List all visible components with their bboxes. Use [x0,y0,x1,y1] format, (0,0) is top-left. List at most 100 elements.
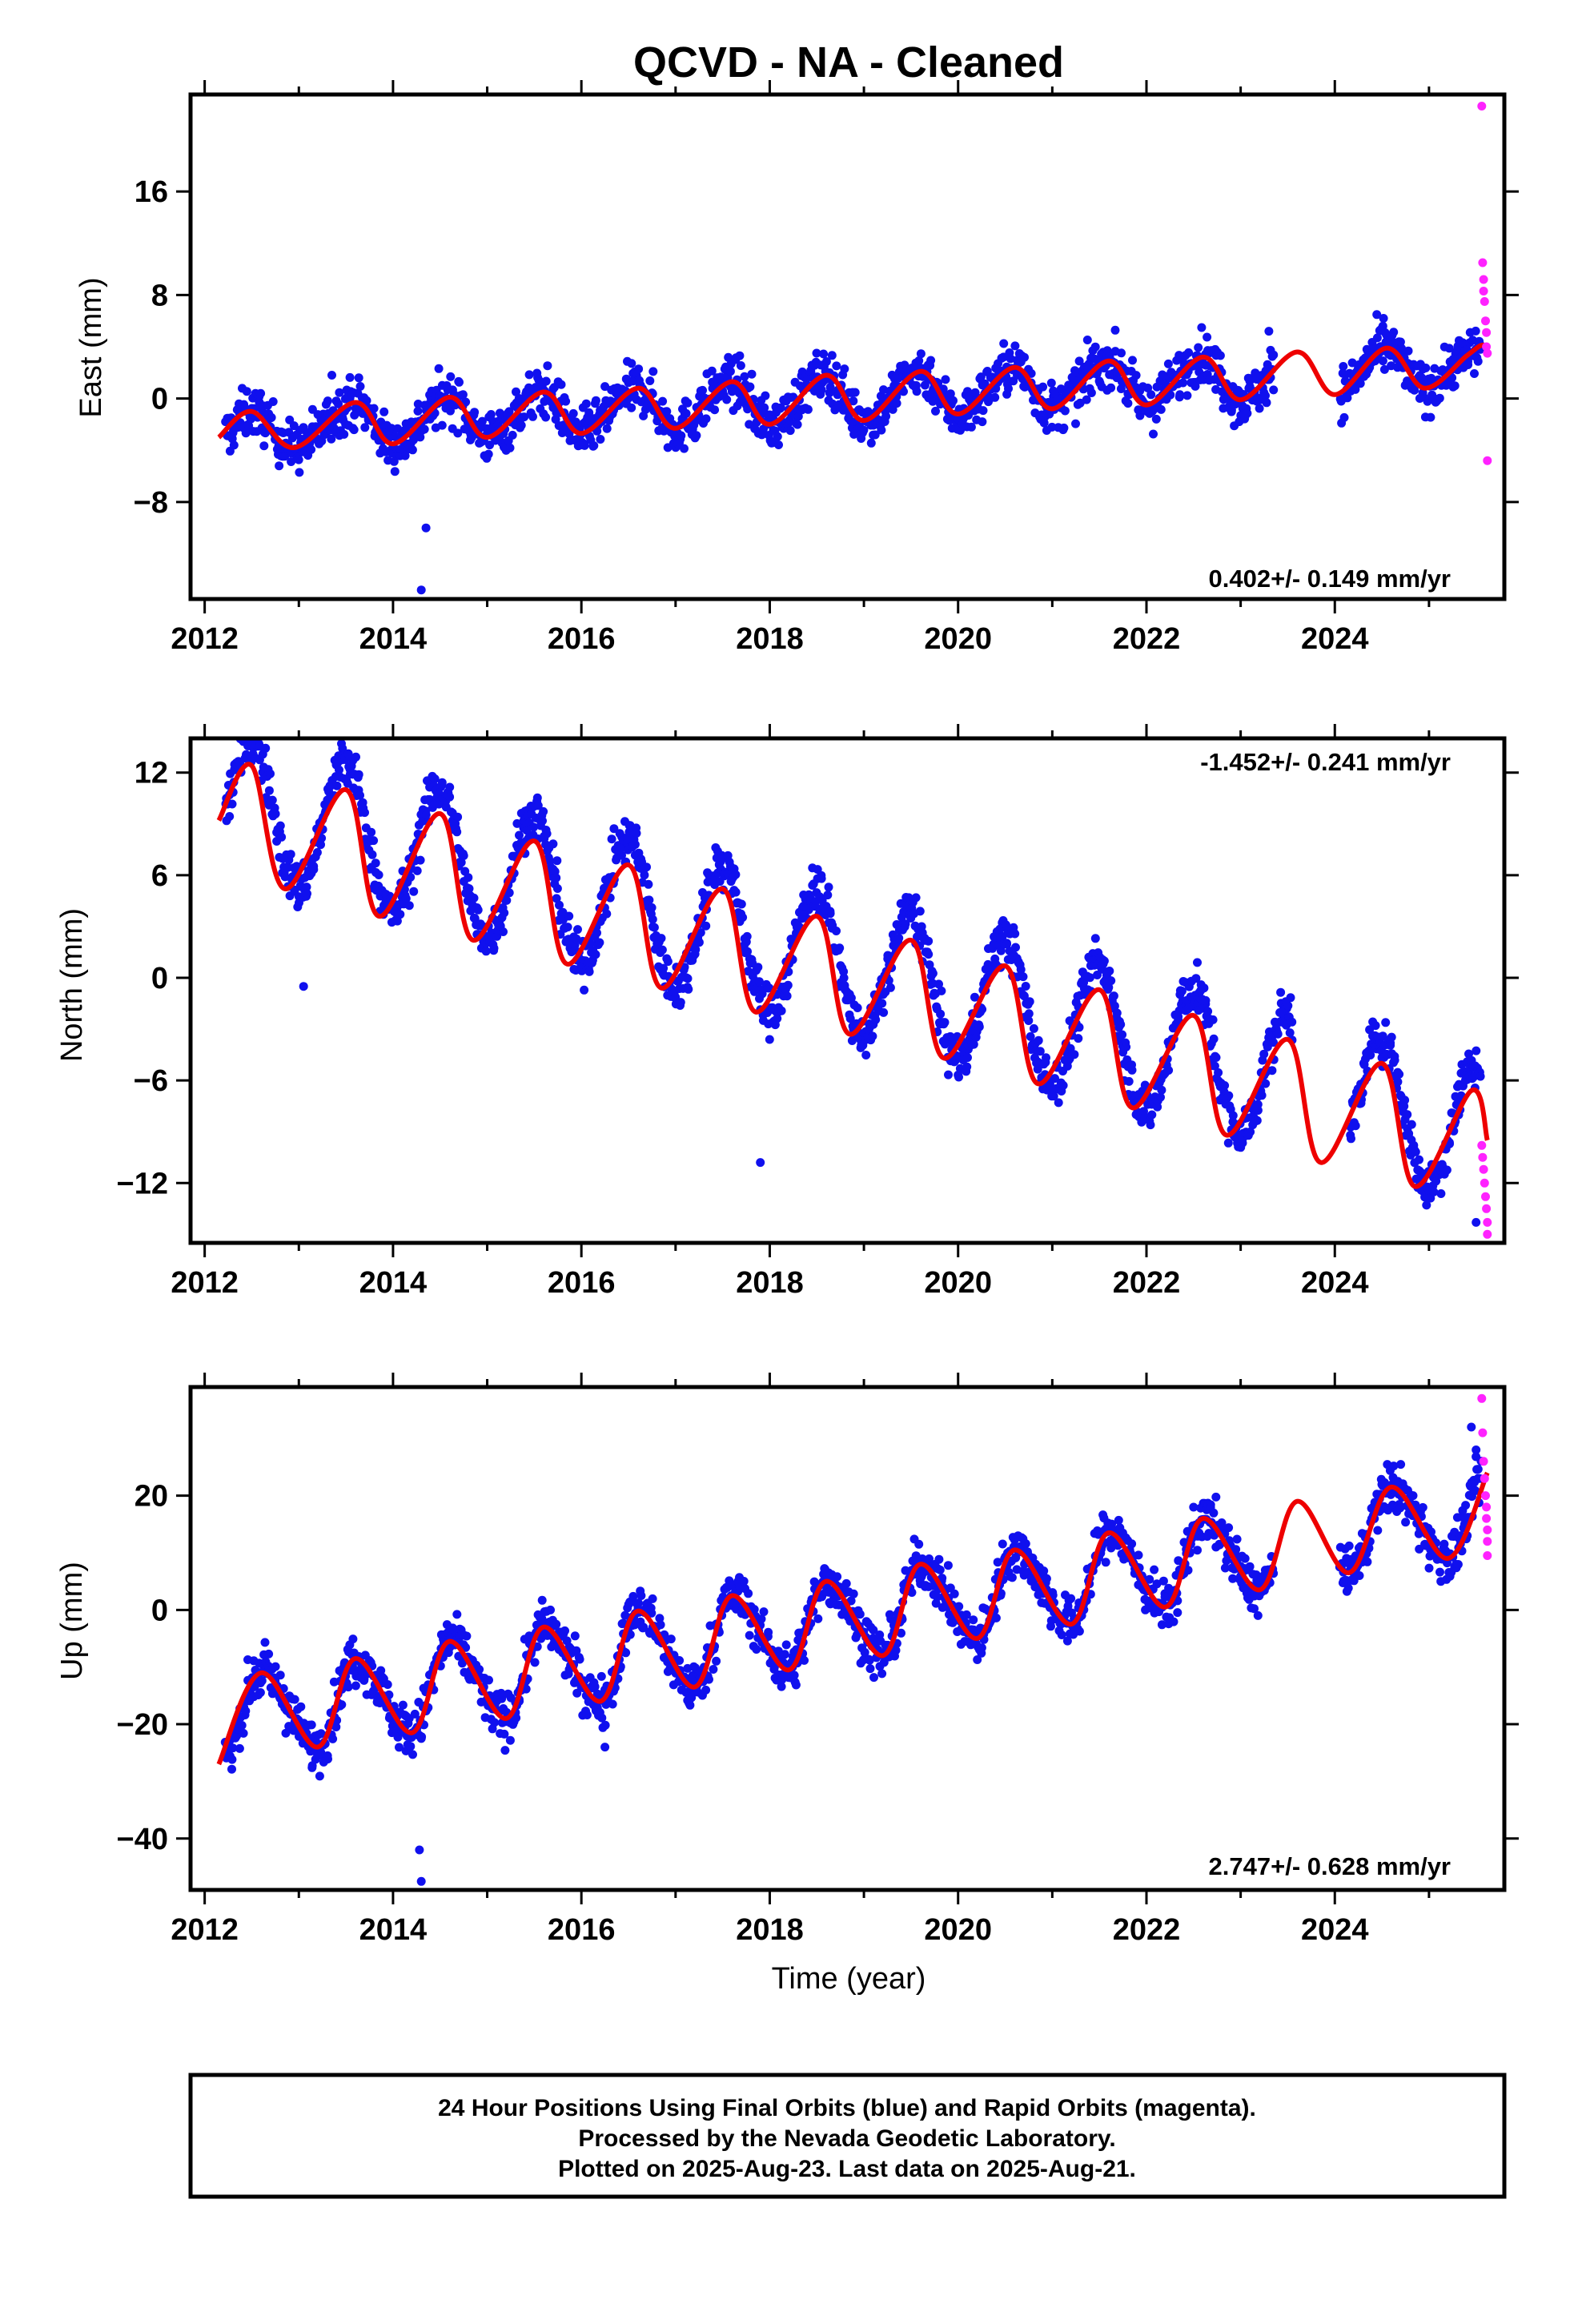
east-final-point [1355,379,1365,388]
east-final-point [408,445,417,455]
north-final-point [1002,920,1010,930]
north-final-point [266,769,275,778]
east-final-point [339,429,349,439]
north-final-point [532,793,542,802]
north-final-point [1390,1055,1399,1065]
east-final-point [980,379,990,388]
up-final-point [398,1700,408,1710]
north-final-point [1177,987,1186,996]
north-final-point [502,895,512,905]
up-final-point [841,1578,851,1588]
east-rapid-point [1483,348,1492,358]
east-final-point [528,412,537,421]
east-final-point [1191,381,1200,391]
up-final-point [1250,1604,1259,1614]
up-final-point [701,1685,711,1695]
east-final-point [1426,412,1435,422]
up-final-point [757,1614,766,1624]
north-final-point [1054,1098,1063,1108]
east-final-point [1178,378,1188,388]
north-rapid-point [1482,1204,1492,1213]
up-final-point [1127,1539,1137,1549]
up-rapid-point [1477,1393,1487,1403]
up-final-point [1217,1518,1227,1527]
up-final-point [1150,1565,1159,1574]
up-final-point [1157,1620,1166,1630]
north-final-point [412,866,422,875]
east-final-point [390,467,400,476]
east-final-point [323,396,332,406]
north-final-point [1267,1066,1277,1076]
north-final-point [1366,1051,1375,1059]
east-final-point [584,408,594,417]
east-final-point [1182,391,1192,400]
east-final-point [725,367,735,376]
north-final-point [404,901,414,911]
up-final-point [705,1675,713,1684]
east-final-point [512,387,520,396]
up-data-layer [216,1393,1492,1886]
up-final-point [1355,1571,1364,1580]
east-final-point [421,523,431,533]
north-final-point [644,895,654,905]
north-final-point [1208,1015,1218,1024]
east-final-point [736,361,745,370]
east-final-point [722,395,732,404]
north-final-point [684,984,693,994]
up-final-point [1074,1626,1084,1636]
north-x-tick-label: 2016 [548,1266,616,1300]
up-rapid-point [1480,1474,1489,1483]
north-final-point [657,945,667,955]
up-final-point [383,1680,392,1689]
north-final-point [602,909,612,919]
north-final-point [1070,1050,1079,1059]
east-final-point [556,380,566,389]
east-final-point [1473,356,1483,366]
north-final-point [1058,1080,1068,1090]
north-final-point [1191,974,1201,983]
east-final-point [683,398,693,408]
east-x-tick-label: 2018 [736,622,804,656]
north-final-point [683,974,693,983]
north-final-point [421,810,431,819]
north-x-tick-label: 2020 [924,1266,992,1300]
east-final-point [832,361,841,371]
north-final-point [245,729,254,738]
north-final-point [564,911,574,921]
east-final-point [677,431,686,440]
east-final-point [1471,326,1480,336]
up-final-point [1134,1550,1143,1560]
east-final-point [1343,393,1352,403]
north-final-point [1164,1066,1174,1075]
north-final-point [552,873,561,883]
up-final-point [351,1681,360,1691]
north-final-point [1018,972,1028,982]
north-final-point [299,982,308,991]
east-final-point [785,426,795,436]
up-final-point [633,1598,643,1608]
north-final-point [731,870,741,879]
north-final-point [437,778,447,787]
north-final-point [529,822,539,832]
up-final-point [1211,1492,1221,1502]
up-final-point [260,1638,270,1647]
north-final-point [1085,973,1094,983]
north-x-tick-label: 2012 [171,1266,239,1300]
up-final-point [1435,1567,1444,1577]
north-final-point [1021,982,1030,991]
east-final-point [941,375,950,384]
north-final-point [915,907,925,916]
north-final-point [676,998,685,1007]
up-final-point [1245,1562,1255,1571]
east-rapid-point [1483,456,1492,465]
north-final-point [303,889,311,899]
up-final-point [237,1721,247,1730]
north-final-point [1122,1042,1131,1051]
up-final-point [452,1610,462,1619]
north-final-point [1269,1038,1278,1047]
north-final-point [782,991,792,1001]
north-final-point [1024,1009,1034,1019]
east-final-point [1255,404,1264,413]
east-final-point [710,405,720,415]
east-x-tick-label: 2022 [1113,622,1181,656]
